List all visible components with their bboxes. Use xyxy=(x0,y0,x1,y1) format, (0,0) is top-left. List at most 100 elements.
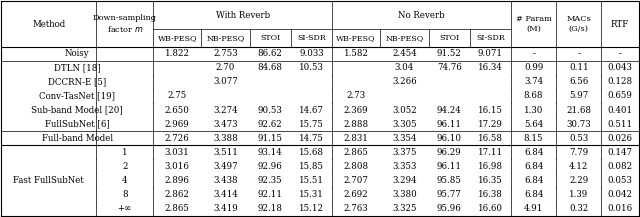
Text: 6.84: 6.84 xyxy=(524,148,543,157)
Text: FullSubNet [6]: FullSubNet [6] xyxy=(45,120,109,129)
Text: 16.98: 16.98 xyxy=(478,162,503,171)
Text: 3.016: 3.016 xyxy=(164,162,189,171)
Text: 94.24: 94.24 xyxy=(436,105,461,115)
Text: 3.052: 3.052 xyxy=(392,105,417,115)
Text: RTF: RTF xyxy=(611,20,629,29)
Text: 7.79: 7.79 xyxy=(569,148,588,157)
Text: 0.053: 0.053 xyxy=(607,176,632,185)
Text: 3.473: 3.473 xyxy=(213,120,237,129)
Text: 3.04: 3.04 xyxy=(395,63,414,72)
Text: Noisy: Noisy xyxy=(65,49,90,58)
Text: 2.369: 2.369 xyxy=(344,105,369,115)
Text: 3.077: 3.077 xyxy=(213,77,238,86)
Text: Full-band Model: Full-band Model xyxy=(42,134,113,143)
Text: DCCRN-E [5]: DCCRN-E [5] xyxy=(48,77,106,86)
Text: 17.11: 17.11 xyxy=(478,148,503,157)
Text: 9.033: 9.033 xyxy=(299,49,324,58)
Text: 15.85: 15.85 xyxy=(299,162,324,171)
Text: 30.73: 30.73 xyxy=(566,120,591,129)
Text: SI-SDR: SI-SDR xyxy=(297,34,326,42)
Text: 3.294: 3.294 xyxy=(392,176,417,185)
Text: SI-SDR: SI-SDR xyxy=(476,34,505,42)
Text: 16.38: 16.38 xyxy=(478,190,503,199)
Text: 2.692: 2.692 xyxy=(344,190,369,199)
Text: 4.12: 4.12 xyxy=(569,162,588,171)
Text: 9.071: 9.071 xyxy=(478,49,503,58)
Text: 96.11: 96.11 xyxy=(436,120,461,129)
Text: 3.438: 3.438 xyxy=(213,176,238,185)
Text: With Reverb: With Reverb xyxy=(216,11,269,20)
Text: 8.15: 8.15 xyxy=(524,134,543,143)
Text: 0.11: 0.11 xyxy=(569,63,589,72)
Text: 3.325: 3.325 xyxy=(392,204,417,213)
Text: # Param
(M): # Param (M) xyxy=(516,15,552,33)
Text: MACs
(G/s): MACs (G/s) xyxy=(566,15,591,33)
Text: WB-PESQ: WB-PESQ xyxy=(337,34,376,42)
Text: 4: 4 xyxy=(122,176,127,185)
Text: -: - xyxy=(618,49,621,58)
Text: WB-PESQ: WB-PESQ xyxy=(157,34,197,42)
Text: 0.53: 0.53 xyxy=(569,134,588,143)
Text: NB-PESQ: NB-PESQ xyxy=(206,34,244,42)
Text: 2.862: 2.862 xyxy=(164,190,189,199)
Text: 3.388: 3.388 xyxy=(213,134,238,143)
Text: 0.511: 0.511 xyxy=(607,120,632,129)
Text: 15.51: 15.51 xyxy=(299,176,324,185)
Text: 3.414: 3.414 xyxy=(213,190,238,199)
Text: 0.016: 0.016 xyxy=(607,204,632,213)
Text: 4.91: 4.91 xyxy=(524,204,543,213)
Text: Method: Method xyxy=(32,20,65,29)
Text: 86.62: 86.62 xyxy=(258,49,283,58)
Text: NB-PESQ: NB-PESQ xyxy=(385,34,424,42)
Text: 2.888: 2.888 xyxy=(344,120,369,129)
Text: -: - xyxy=(532,49,535,58)
Text: Down-sampling
factor $m$: Down-sampling factor $m$ xyxy=(93,14,157,34)
Text: 2.831: 2.831 xyxy=(344,134,369,143)
Text: 2.865: 2.865 xyxy=(164,204,189,213)
Text: 3.380: 3.380 xyxy=(392,190,417,199)
Text: 92.18: 92.18 xyxy=(258,204,283,213)
Text: 0.659: 0.659 xyxy=(607,92,632,100)
Text: 2.808: 2.808 xyxy=(344,162,369,171)
Text: 95.77: 95.77 xyxy=(436,190,461,199)
Text: 2.75: 2.75 xyxy=(168,92,187,100)
Text: 2.650: 2.650 xyxy=(164,105,189,115)
Text: 2.753: 2.753 xyxy=(213,49,238,58)
Text: 2.865: 2.865 xyxy=(344,148,369,157)
Text: 92.96: 92.96 xyxy=(258,162,283,171)
Text: 90.53: 90.53 xyxy=(258,105,283,115)
Text: 1.39: 1.39 xyxy=(569,190,588,199)
Text: No Reverb: No Reverb xyxy=(398,11,445,20)
Text: 3.511: 3.511 xyxy=(213,148,238,157)
Text: DTLN [18]: DTLN [18] xyxy=(54,63,100,72)
Text: 15.31: 15.31 xyxy=(299,190,324,199)
Text: 91.52: 91.52 xyxy=(436,49,461,58)
Text: 3.354: 3.354 xyxy=(392,134,417,143)
Text: 17.29: 17.29 xyxy=(478,120,503,129)
Text: 93.14: 93.14 xyxy=(258,148,283,157)
Text: 16.35: 16.35 xyxy=(478,176,503,185)
Text: 16.15: 16.15 xyxy=(478,105,503,115)
Text: 92.11: 92.11 xyxy=(258,190,283,199)
Text: 21.68: 21.68 xyxy=(566,105,591,115)
Text: 96.10: 96.10 xyxy=(436,134,461,143)
Text: 1: 1 xyxy=(122,148,127,157)
Text: 2.73: 2.73 xyxy=(347,92,365,100)
Text: 3.353: 3.353 xyxy=(392,162,417,171)
Text: 8.68: 8.68 xyxy=(524,92,543,100)
Text: 3.419: 3.419 xyxy=(213,204,238,213)
Text: 92.62: 92.62 xyxy=(258,120,283,129)
Text: 0.147: 0.147 xyxy=(607,148,632,157)
Text: 10.53: 10.53 xyxy=(299,63,324,72)
Text: 92.35: 92.35 xyxy=(258,176,282,185)
Text: 14.67: 14.67 xyxy=(299,105,324,115)
Text: 1.822: 1.822 xyxy=(164,49,189,58)
Text: 5.64: 5.64 xyxy=(524,120,543,129)
Text: Sub-band Model [20]: Sub-band Model [20] xyxy=(31,105,123,115)
Text: 14.75: 14.75 xyxy=(299,134,324,143)
Text: 0.128: 0.128 xyxy=(607,77,632,86)
Text: Fast FullSubNet: Fast FullSubNet xyxy=(13,176,84,185)
Text: 1.582: 1.582 xyxy=(344,49,369,58)
Text: Conv-TasNet [19]: Conv-TasNet [19] xyxy=(39,92,115,100)
Text: 3.305: 3.305 xyxy=(392,120,417,129)
